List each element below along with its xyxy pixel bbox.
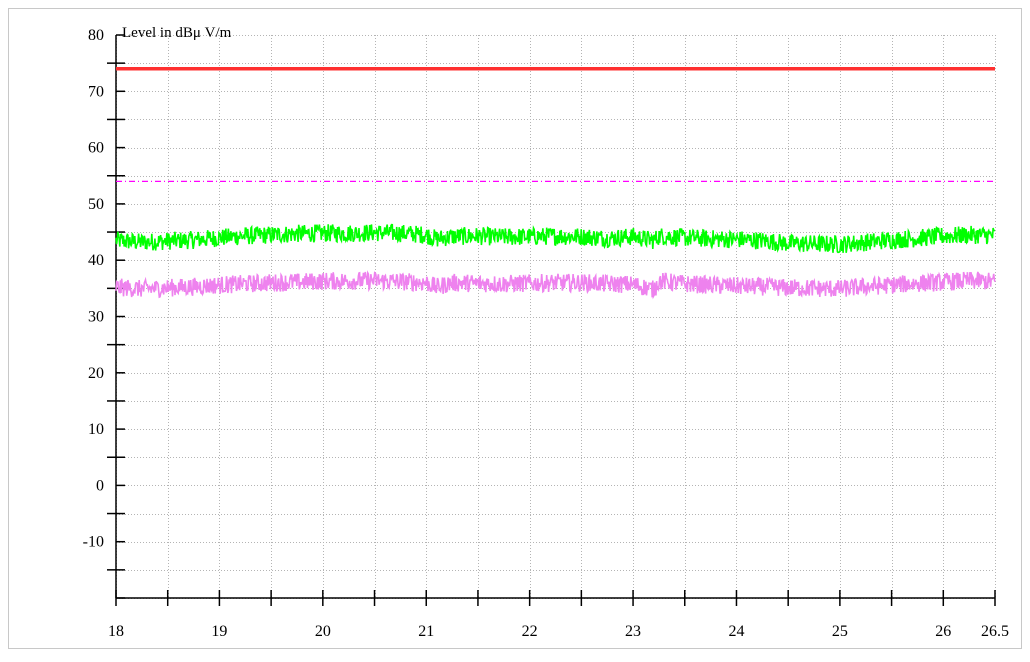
x-tick-label: 23: [625, 623, 641, 640]
x-tick-label: 18: [108, 623, 124, 640]
y-axis-label: Level in dBμ V/m: [122, 25, 232, 41]
x-tick-label: 22: [522, 623, 538, 640]
y-tick-label: 20: [88, 365, 104, 382]
x-tick-label: 26: [935, 623, 951, 640]
y-tick-label: 80: [88, 27, 104, 44]
series-group: [115, 67, 996, 300]
outer-border: [8, 8, 1022, 649]
grid: [116, 35, 996, 599]
series-line-3: [115, 270, 996, 300]
x-tick-label: 24: [728, 623, 744, 640]
y-tick-label: 10: [88, 421, 104, 438]
x-tick-label: 26.5: [981, 623, 1009, 640]
series-line-2: [115, 223, 996, 254]
y-tick-label: -10: [83, 534, 104, 551]
tick-labels: -10 0 10 20 30 40 50 60 70 80 18 19 20 21 22 23 24 25 26 26…: [83, 27, 1009, 640]
y-tick-label: 70: [88, 83, 104, 100]
axes: [107, 34, 996, 606]
x-tick-label: 21: [418, 623, 434, 640]
x-tick-label: 20: [315, 623, 331, 640]
x-tick-label: 25: [832, 623, 848, 640]
y-tick-label: 60: [88, 140, 104, 157]
y-tick-label: 40: [88, 252, 104, 269]
x-tick-label: 19: [211, 623, 227, 640]
y-tick-label: 50: [88, 196, 104, 213]
y-tick-label: 30: [88, 309, 104, 326]
y-tick-label: 0: [96, 477, 104, 494]
